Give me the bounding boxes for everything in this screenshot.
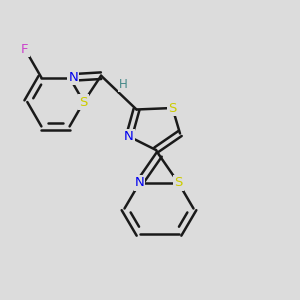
Text: N: N [135, 176, 144, 190]
Text: F: F [21, 43, 29, 56]
Text: S: S [80, 95, 88, 109]
Text: H: H [119, 78, 128, 91]
Text: S: S [174, 176, 183, 190]
Text: S: S [168, 101, 177, 115]
Text: N: N [124, 130, 134, 143]
Text: N: N [68, 71, 78, 84]
